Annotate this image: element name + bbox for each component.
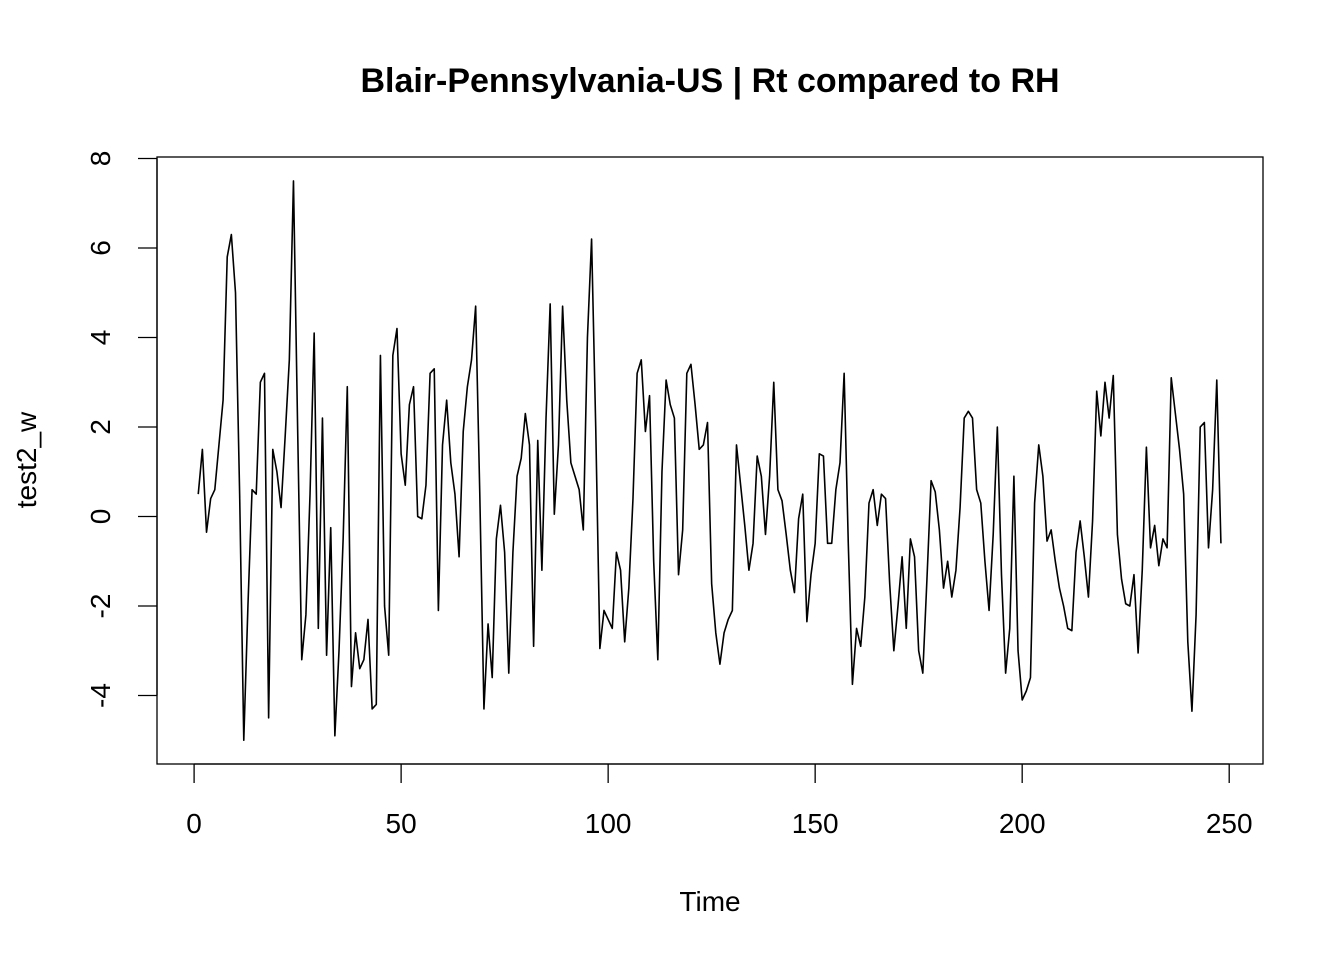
x-axis: 0 50 100 150 200 250 [186, 763, 1253, 839]
y-axis: -4 -2 0 2 4 6 8 [85, 151, 158, 708]
y-tick-label: 8 [85, 151, 116, 167]
y-tick-label: 0 [85, 509, 116, 525]
y-tick-label: 2 [85, 419, 116, 435]
y-tick-label: 6 [85, 240, 116, 256]
x-tick-label: 0 [186, 808, 202, 839]
x-tick-label: 250 [1206, 808, 1253, 839]
x-tick-label: 100 [585, 808, 632, 839]
x-tick-label: 200 [999, 808, 1046, 839]
x-tick-label: 50 [386, 808, 417, 839]
y-tick-label: -2 [85, 594, 116, 619]
series-line [197, 180, 1222, 742]
y-tick-label: -4 [85, 683, 116, 708]
y-axis-label: test2_w [11, 411, 42, 508]
x-tick-label: 150 [792, 808, 839, 839]
x-axis-label: Time [679, 886, 740, 917]
y-tick-label: 4 [85, 330, 116, 346]
chart-title: Blair-Pennsylvania-US | Rt compared to R… [360, 62, 1059, 100]
